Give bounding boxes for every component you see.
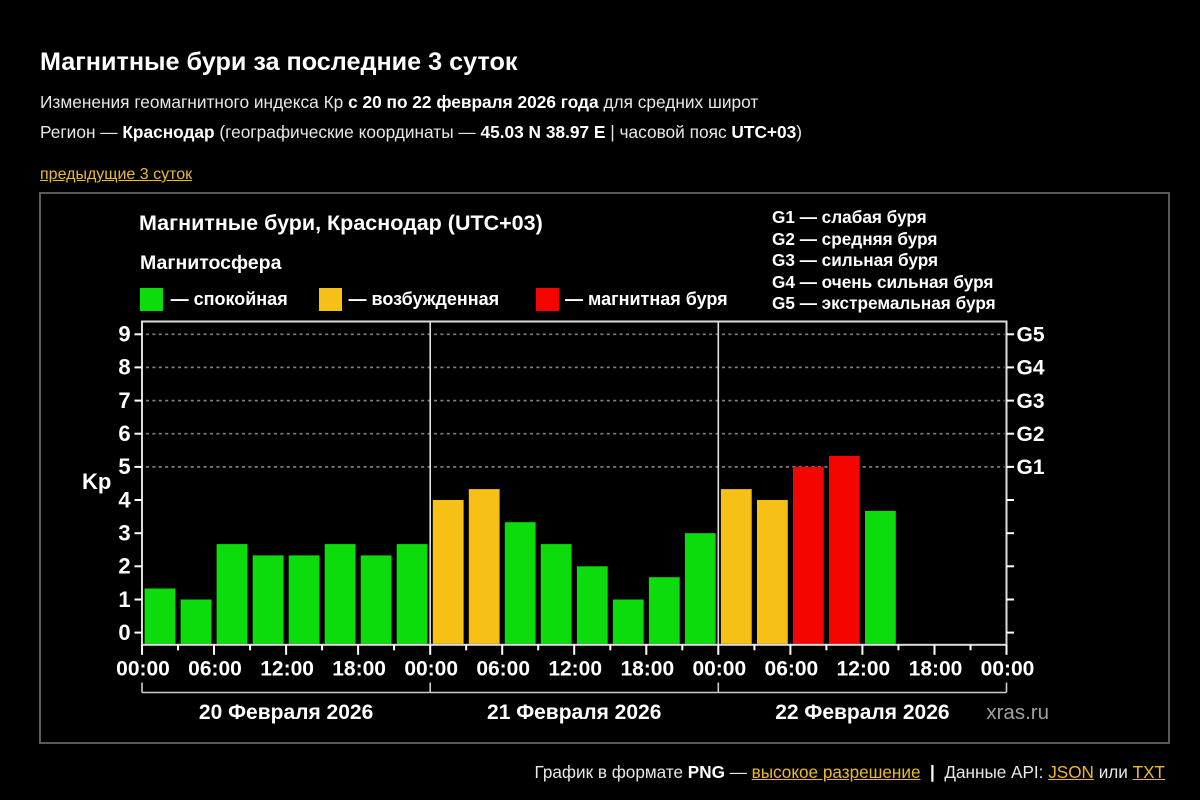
svg-text:21 Февраля 2026: 21 Февраля 2026	[487, 701, 661, 724]
svg-text:9: 9	[118, 322, 130, 347]
svg-text:06:00: 06:00	[765, 658, 819, 681]
svg-text:G1: G1	[1017, 456, 1045, 479]
svg-text:G2: G2	[1017, 423, 1045, 446]
svg-text:00:00: 00:00	[692, 658, 746, 681]
svg-text:22 Февраля 2026: 22 Февраля 2026	[775, 701, 949, 724]
svg-text:6: 6	[118, 421, 130, 446]
svg-text:1: 1	[118, 587, 130, 612]
svg-text:18:00: 18:00	[620, 658, 674, 681]
svg-text:8: 8	[118, 355, 130, 380]
svg-text:18:00: 18:00	[909, 658, 963, 681]
svg-text:18:00: 18:00	[332, 658, 386, 681]
svg-text:00:00: 00:00	[404, 658, 458, 681]
svg-text:00:00: 00:00	[981, 658, 1035, 681]
svg-text:xras.ru: xras.ru	[986, 701, 1049, 724]
svg-text:0: 0	[118, 620, 130, 645]
svg-text:12:00: 12:00	[548, 658, 602, 681]
svg-text:G5: G5	[1017, 324, 1045, 347]
svg-text:06:00: 06:00	[476, 658, 530, 681]
svg-text:G3: G3	[1017, 390, 1045, 413]
svg-text:12:00: 12:00	[260, 658, 314, 681]
svg-text:00:00: 00:00	[116, 658, 170, 681]
svg-text:2: 2	[118, 554, 130, 579]
svg-text:20 Февраля 2026: 20 Февраля 2026	[199, 701, 373, 724]
svg-text:5: 5	[118, 454, 130, 479]
svg-text:12:00: 12:00	[837, 658, 891, 681]
svg-text:4: 4	[118, 487, 131, 512]
svg-text:06:00: 06:00	[188, 658, 242, 681]
svg-text:7: 7	[118, 388, 130, 413]
svg-text:G4: G4	[1017, 357, 1045, 380]
svg-text:3: 3	[118, 521, 130, 546]
svg-text:Kp: Kp	[82, 469, 111, 494]
